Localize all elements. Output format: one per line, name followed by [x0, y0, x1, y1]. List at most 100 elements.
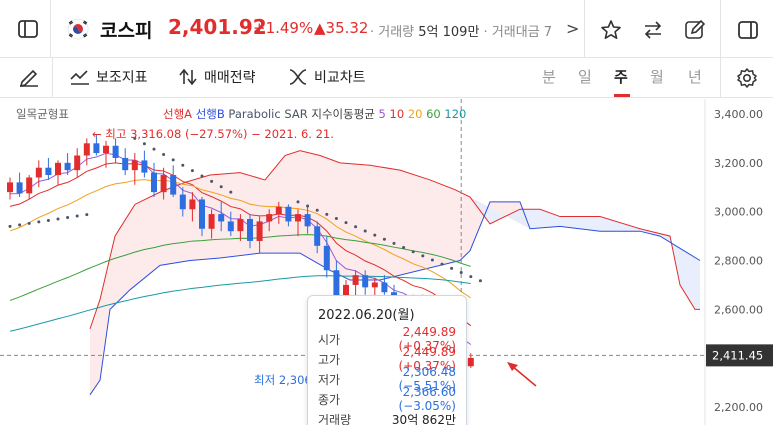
- candle-body: [93, 143, 100, 154]
- psar-dot: [18, 223, 22, 227]
- edit-icon[interactable]: [684, 19, 706, 41]
- price-tick-label: 3,000.00: [714, 206, 763, 219]
- ichimoku-cloud-down: [470, 197, 700, 310]
- span-a-legend: 선행A: [163, 107, 193, 121]
- change-amount: ▲35.32: [314, 19, 369, 37]
- aux-indicator-button[interactable]: 보조지표: [70, 67, 148, 87]
- candle-body: [199, 199, 205, 229]
- candle-body: [141, 160, 148, 173]
- candle-body: [304, 214, 311, 227]
- chart-toolbar: 보조지표 매매전략 비교차트 분 일 주 월 년: [0, 58, 773, 98]
- indicator-icon: [70, 70, 89, 85]
- psar-dot: [27, 221, 31, 225]
- psar-dot: [66, 216, 70, 220]
- period-year[interactable]: 년: [688, 68, 702, 86]
- period-minute[interactable]: 분: [542, 68, 556, 86]
- psar-dot: [37, 220, 41, 224]
- candle-body: [314, 226, 321, 246]
- psar-dot: [142, 142, 146, 146]
- change-percent: +1.49%: [253, 19, 314, 37]
- up-down-arrow-icon: [179, 68, 197, 86]
- trade-strategy-button[interactable]: 매매전략: [178, 67, 256, 87]
- psar-dot: [334, 217, 338, 221]
- low-annotation: 최저 2,306: [254, 373, 312, 387]
- candle-body: [295, 214, 301, 222]
- compare-chart-button[interactable]: 비교차트: [288, 67, 366, 87]
- psar-dot: [392, 241, 396, 245]
- active-period-underline: [614, 94, 630, 97]
- period-month[interactable]: 월: [650, 68, 664, 86]
- candle-body: [275, 206, 282, 215]
- indicator-legend: 선행A 선행B Parabolic SAR 지수이동평균 5 10 20 60 …: [163, 106, 466, 122]
- psar-dot: [430, 258, 434, 262]
- side-panel-icon[interactable]: [737, 19, 759, 41]
- swap-icon[interactable]: [642, 19, 664, 41]
- tooltip-row-volume: 거래량 30억 862만: [318, 412, 456, 425]
- high-annotation: ← 최고 3,316.08 (−27.57%) − 2021. 6. 21.: [92, 127, 334, 141]
- candle-body: [352, 275, 359, 285]
- span-b-legend: 선행B: [195, 107, 225, 121]
- price-chart[interactable]: 3,400.00 3,200.00 3,000.00 2,800.00 2,600.00…: [0, 99, 773, 425]
- psar-dot: [363, 229, 367, 233]
- ema120-legend: 120: [444, 107, 467, 121]
- candle-body: [83, 143, 90, 156]
- price-tick-label: 3,200.00: [714, 157, 763, 170]
- candle-body: [170, 175, 177, 195]
- psar-dot: [152, 147, 156, 151]
- psar-dot: [354, 225, 358, 229]
- candle-body: [256, 221, 263, 241]
- psar-dot: [46, 218, 50, 222]
- psar-dot: [478, 279, 482, 283]
- tooltip-date: 2022.06.20(월): [318, 308, 415, 323]
- candle-body: [218, 214, 225, 222]
- tooltip-row-low: 저가 2,306.48 (−5.51%): [318, 365, 456, 393]
- top-bar: 코스피 2,401.92 +1.49% ▲35.32 · 거래량 5억 109만…: [0, 0, 773, 58]
- psar-dot: [402, 246, 406, 250]
- period-day[interactable]: 일: [578, 68, 592, 86]
- ema120-line: [9, 275, 471, 332]
- candle-body: [35, 167, 42, 178]
- ema60-legend: 60: [426, 107, 441, 121]
- pointer-arrow: [511, 365, 537, 387]
- candle-tooltip: 2022.06.20(월) 시가 2,449.89 (+0.37%) 고가 2,44…: [307, 295, 467, 425]
- candle-body: [285, 206, 292, 222]
- ichimoku-legend: 일목균형표: [16, 107, 69, 121]
- korea-flag-icon: [67, 18, 89, 40]
- ema-legend: 지수이동평균: [311, 107, 375, 121]
- draw-pen-icon[interactable]: [18, 67, 40, 87]
- settings-gear-icon[interactable]: [736, 67, 758, 89]
- psar-dot: [306, 204, 310, 208]
- ema10-line: [9, 162, 472, 327]
- current-price-label: 2,411.45: [712, 348, 763, 362]
- psar-dot: [162, 153, 166, 157]
- psar-dot: [56, 217, 60, 221]
- psar-dot: [411, 250, 415, 254]
- pointer-arrowhead: [507, 362, 518, 371]
- candle-body: [333, 270, 340, 298]
- candle-body: [179, 194, 186, 210]
- psar-dot: [315, 208, 319, 212]
- psar-dot: [344, 221, 348, 225]
- price-tick-label: 2,800.00: [714, 255, 763, 268]
- psar-dot: [440, 262, 444, 266]
- trade-meta: · 거래량 5억 109만 · 거래대금 7: [370, 25, 553, 40]
- psar-dot: [200, 174, 204, 178]
- psar-dot: [325, 212, 329, 216]
- psar-dot: [219, 185, 223, 189]
- panel-toggle-icon[interactable]: [18, 20, 38, 38]
- candle-body: [151, 172, 157, 193]
- price-tick-label: 2,200.00: [714, 401, 763, 414]
- candle-body: [122, 157, 129, 171]
- current-price-box: [706, 344, 773, 367]
- candle-body: [55, 162, 61, 176]
- index-name: 코스피: [100, 20, 153, 42]
- candle-body: [237, 218, 244, 232]
- star-icon[interactable]: [600, 19, 622, 41]
- period-week[interactable]: 주: [614, 68, 628, 86]
- psar-dot: [459, 270, 463, 274]
- ema10-legend: 10: [389, 107, 405, 121]
- more-chevron[interactable]: >: [566, 19, 580, 38]
- tooltip-row-high: 고가 2,449.89 (+0.37%): [318, 345, 456, 373]
- candle-body: [362, 275, 369, 288]
